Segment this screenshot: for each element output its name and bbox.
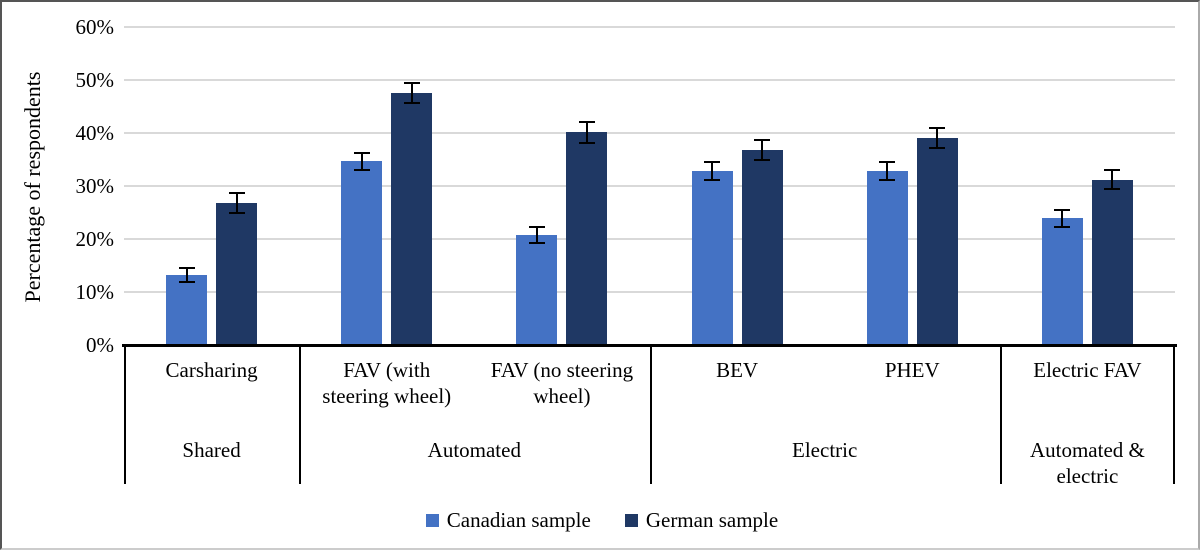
error-bar-cap-bottom <box>754 159 771 162</box>
x-category-label-bev: BEV <box>716 358 759 382</box>
legend-label-german: German sample <box>645 507 779 532</box>
error-bar-cap-bottom <box>403 102 420 105</box>
axis-table-separator-1 <box>299 345 302 484</box>
bar-canadian-sample-electric-fav <box>1041 218 1083 345</box>
bar-german-sample-phev <box>916 138 958 345</box>
error-bar-line <box>410 83 413 104</box>
bar-canadian-sample-fav-with-steering-wheel <box>341 161 383 345</box>
x-category-label-fav-no-steering-wheel: FAV (no steering wheel) <box>490 358 634 408</box>
gridline-20 <box>124 238 1175 240</box>
error-bar-cap-top <box>578 121 595 124</box>
error-bar-cap-top <box>754 138 771 141</box>
y-tick-60: 60% <box>75 15 115 39</box>
bar-german-sample-electric-fav <box>1091 179 1133 345</box>
error-bar-cap-top <box>929 127 946 130</box>
y-tick-30: 30% <box>75 174 115 198</box>
bar-german-sample-fav-no-steering-wheel <box>566 132 608 345</box>
gridline-50 <box>124 79 1175 81</box>
gridline-60 <box>124 26 1175 28</box>
legend-swatch-canadian-icon <box>425 513 439 527</box>
x-category-label-fav-with-steering-wheel: FAV (with steering wheel) <box>322 358 452 408</box>
bar-canadian-sample-phev <box>866 170 908 345</box>
error-bar-line <box>585 122 588 143</box>
x-group-label-shared: Shared <box>182 438 241 462</box>
bar-german-sample-carsharing <box>216 202 258 345</box>
axis-table-separator-4 <box>1173 345 1175 484</box>
error-bar-cap-bottom <box>1054 225 1071 228</box>
error-bar-cap-bottom <box>178 280 195 283</box>
legend-item-german-sample: German sample <box>624 507 779 533</box>
error-bar-cap-top <box>528 226 545 229</box>
y-tick-10: 10% <box>75 280 115 304</box>
y-tick-0: 0% <box>86 333 114 357</box>
gridline-30 <box>124 185 1175 187</box>
error-bar-line <box>886 161 889 180</box>
error-bar-line <box>1061 209 1064 227</box>
error-bar-cap-top <box>704 160 721 163</box>
error-bar-line <box>535 227 538 244</box>
error-bar-line <box>1111 170 1114 190</box>
error-bar-cap-bottom <box>353 168 370 171</box>
bar-german-sample-fav-with-steering-wheel <box>391 93 433 345</box>
error-bar-cap-bottom <box>879 178 896 181</box>
x-category-label-carsharing: Carsharing <box>165 358 258 382</box>
x-group-label-automated: Automated <box>427 438 521 462</box>
bar-canadian-sample-carsharing <box>166 275 208 345</box>
error-bar-cap-top <box>353 151 370 154</box>
error-bar-cap-top <box>403 82 420 85</box>
axis-table-separator-2 <box>649 345 652 484</box>
error-bar-line <box>761 139 764 160</box>
error-bar-cap-bottom <box>704 178 721 181</box>
error-bar-cap-top <box>228 192 245 195</box>
bar-canadian-sample-bev <box>691 170 733 345</box>
error-bar-cap-bottom <box>578 141 595 144</box>
gridline-40 <box>124 132 1175 134</box>
error-bar-cap-bottom <box>228 211 245 214</box>
legend: Canadian sample German sample <box>2 505 1198 535</box>
y-tick-20: 20% <box>75 227 115 251</box>
y-tick-50: 50% <box>75 68 115 92</box>
error-bar-line <box>360 152 363 170</box>
axis-table-separator-3 <box>999 345 1002 484</box>
error-bar-cap-top <box>1104 169 1121 172</box>
error-bar-cap-top <box>178 267 195 270</box>
x-category-label-phev: PHEV <box>884 358 940 382</box>
gridline-10 <box>124 291 1175 293</box>
y-tick-40: 40% <box>75 121 115 145</box>
legend-swatch-german-icon <box>624 513 638 527</box>
x-group-label-electric: Electric <box>792 438 858 462</box>
y-axis-title: Percentage of respondents <box>20 71 45 303</box>
error-bar-cap-bottom <box>528 242 545 245</box>
legend-label-canadian: Canadian sample <box>446 507 591 532</box>
error-bar-line <box>711 161 714 180</box>
error-bar-cap-bottom <box>1104 188 1121 191</box>
axis-table-separator-0 <box>124 345 126 484</box>
bar-canadian-sample-fav-no-steering-wheel <box>516 235 558 345</box>
x-category-label-electric-fav: Electric FAV <box>1033 358 1142 382</box>
bar-german-sample-bev <box>741 149 783 345</box>
legend-item-canadian-sample: Canadian sample <box>425 507 591 533</box>
error-bar-line <box>185 268 188 282</box>
x-group-label-automated-electric: Automated & electric <box>1029 438 1145 488</box>
error-bar-cap-top <box>1054 208 1071 211</box>
error-bar-line <box>235 193 238 213</box>
error-bar-line <box>936 128 939 149</box>
error-bar-cap-top <box>879 160 896 163</box>
error-bar-cap-bottom <box>929 147 946 150</box>
